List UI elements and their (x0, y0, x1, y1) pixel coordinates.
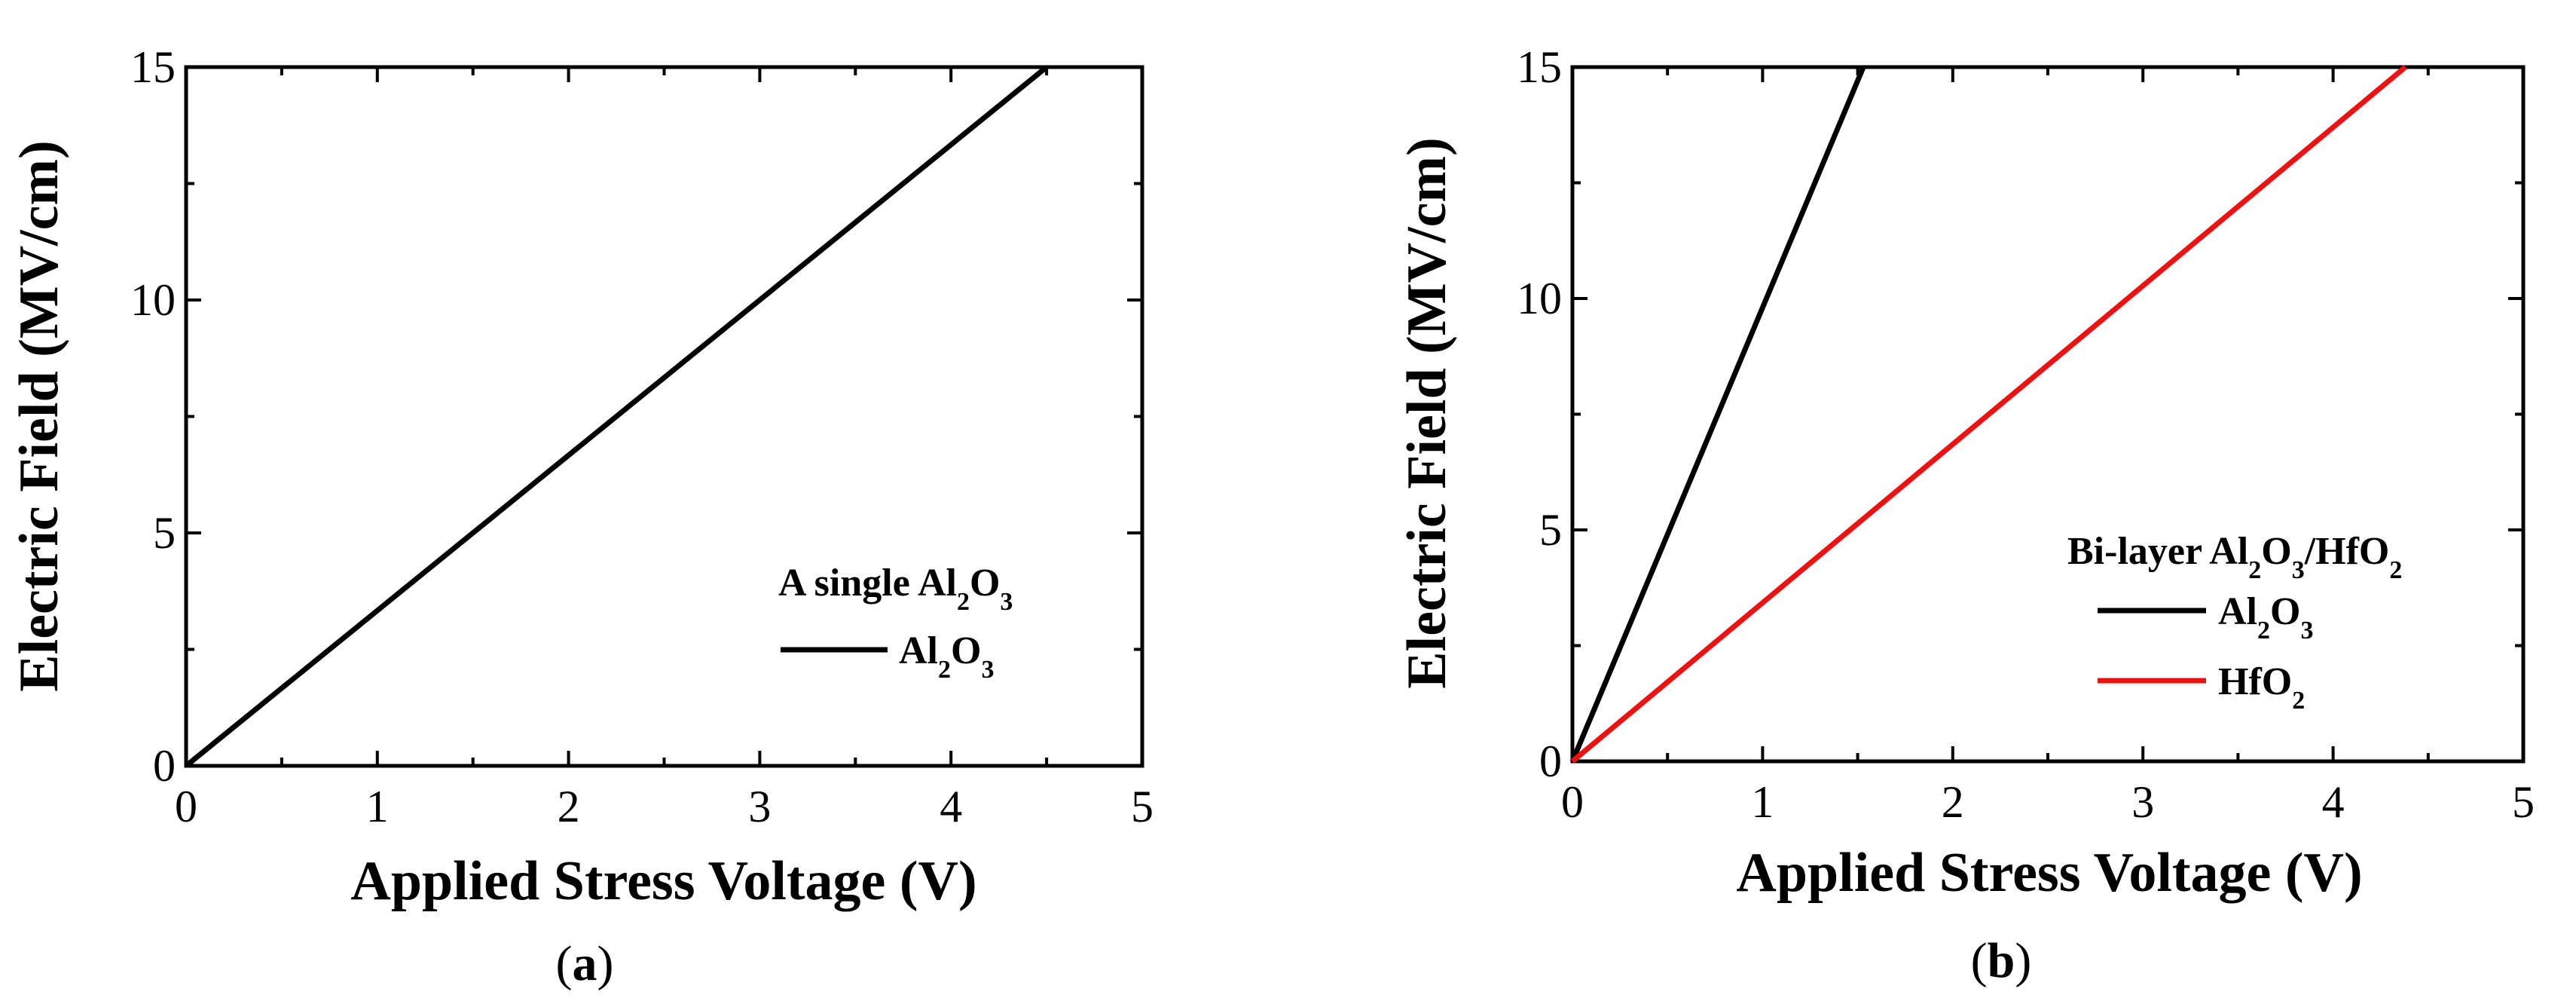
x-tick-label: 3 (748, 782, 771, 831)
panel-label: (a) (556, 936, 614, 991)
y-tick-label: 5 (153, 508, 176, 558)
x-tick-label: 5 (1131, 782, 1154, 831)
x-tick-label: 2 (1942, 777, 1964, 827)
legend-title-part-1: 2 (957, 588, 970, 616)
legend-label-0-part-1: 2 (938, 656, 951, 684)
x-tick-label: 1 (366, 782, 389, 831)
x-tick-label: 3 (2131, 777, 2154, 827)
x-tick-label: 4 (940, 782, 962, 831)
panel-label-part-1: a (573, 936, 597, 991)
y-tick-label: 10 (1517, 274, 1562, 323)
plot-frame (184, 65, 1144, 768)
panel-label-part-1: b (1988, 933, 2015, 988)
legend-label-0-part-1: 2 (2257, 617, 2270, 644)
y-tick-label: 15 (130, 42, 176, 92)
y-tick-label: 5 (1539, 505, 1562, 555)
legend-label-0-part-0: Al (899, 629, 938, 672)
legend-title-part-3: 3 (2292, 556, 2305, 584)
legend-label-0: Al2O3 (899, 629, 994, 684)
legend-label-0-part-3: 3 (981, 656, 994, 684)
x-axis-title: Applied Stress Voltage (V) (1736, 842, 2362, 904)
y-tick-label: 0 (153, 741, 176, 791)
legend-label-1: HfO2 (2218, 660, 2305, 715)
legend-title: A single Al2O3 (778, 562, 1013, 616)
legend-title-part-5: 2 (2389, 556, 2402, 584)
chart-panel-b: 0 1 2 3 4 5 0 5 10 15 Applied Stress Voltage (V) El… (1396, 42, 2535, 988)
legend-label-0-part-3: 3 (2300, 617, 2313, 644)
legend-label-0-part-2: O (951, 629, 981, 672)
panel-label-part-2: ) (597, 936, 614, 991)
panel-label: (b) (1971, 933, 2032, 988)
panel-label-part-0: ( (1971, 933, 1988, 988)
x-tick-label: 0 (1561, 777, 1584, 827)
y-tick-label: 15 (1517, 42, 1562, 92)
legend-label-1-part-0: HfO (2218, 660, 2292, 703)
x-tick-label: 2 (558, 782, 580, 831)
y-tick-label: 10 (130, 275, 176, 325)
legend-title-part-4: /HfO (2304, 530, 2390, 573)
legend-title: Bi-layer Al2O3/HfO2 (2067, 530, 2402, 584)
panel-label-part-0: ( (556, 936, 573, 991)
legend-title-part-2: O (970, 562, 1000, 605)
y-tick-label: 0 (1539, 736, 1562, 786)
x-axis-title: Applied Stress Voltage (V) (350, 850, 976, 912)
legend-title-part-1: 2 (2248, 556, 2261, 584)
legend-title-part-0: A single Al (778, 562, 957, 605)
series-line-0 (184, 65, 1049, 768)
legend-title-part-3: 3 (1000, 588, 1013, 616)
y-axis-title: Electric Field (MV/cm) (8, 140, 70, 691)
series-line-1 (1570, 65, 2407, 764)
x-tick-label: 4 (2322, 777, 2345, 827)
series-line-0 (1569, 66, 1866, 763)
x-tick-label: 5 (2512, 777, 2535, 827)
panel-label-part-2: ) (2015, 933, 2031, 988)
legend-title-part-0: Bi-layer Al (2067, 530, 2248, 573)
legend-label-1-part-1: 2 (2292, 687, 2305, 715)
y-axis-title: Electric Field (MV/cm) (1396, 137, 1458, 688)
chart-panel-a: 0 1 2 3 4 5 0 5 10 15 Applied Stress Voltage (V) El… (8, 42, 1154, 991)
legend-label-0-part-2: O (2270, 590, 2300, 633)
legend-label-0: Al2O3 (2218, 590, 2313, 644)
x-tick-label: 0 (175, 782, 197, 831)
x-tick-label: 1 (1751, 777, 1774, 827)
legend-title-part-2: O (2261, 530, 2291, 573)
legend-label-0-part-0: Al (2218, 590, 2257, 633)
